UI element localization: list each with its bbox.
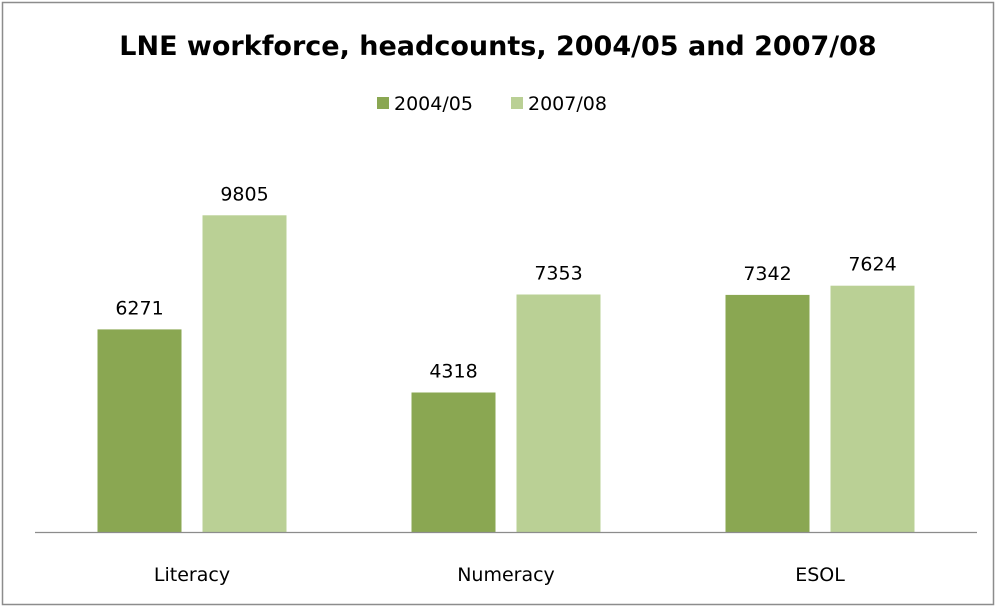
legend-swatch-2004-05 <box>377 97 389 109</box>
chart-title: LNE workforce, headcounts, 2004/05 and 2… <box>119 31 876 62</box>
bar-literacy-2007-08 <box>202 215 287 533</box>
legend: 2004/05 2007/08 <box>377 93 607 115</box>
category-label-literacy: Literacy <box>154 564 230 586</box>
legend-label-2004-05: 2004/05 <box>394 93 473 115</box>
bar-group <box>97 215 915 533</box>
data-label-group: 6271 9805 4318 7353 7342 7624 <box>115 183 896 382</box>
data-label: 7342 <box>743 263 791 285</box>
bar-esol-2007-08 <box>830 285 915 532</box>
bar-literacy-2004-05 <box>97 329 182 532</box>
data-label: 7353 <box>534 263 582 285</box>
category-label-group: Literacy Numeracy ESOL <box>154 564 845 586</box>
data-label: 6271 <box>115 297 163 319</box>
legend-swatch-2007-08 <box>511 97 523 109</box>
category-label-numeracy: Numeracy <box>457 564 555 586</box>
category-label-esol: ESOL <box>795 564 845 586</box>
bar-numeracy-2004-05 <box>411 392 496 532</box>
bar-esol-2004-05 <box>725 294 810 532</box>
data-label: 7624 <box>848 254 896 276</box>
legend-label-2007-08: 2007/08 <box>528 93 607 115</box>
bar-numeracy-2007-08 <box>516 294 601 532</box>
data-label: 9805 <box>220 183 268 205</box>
data-label: 4318 <box>429 361 477 383</box>
